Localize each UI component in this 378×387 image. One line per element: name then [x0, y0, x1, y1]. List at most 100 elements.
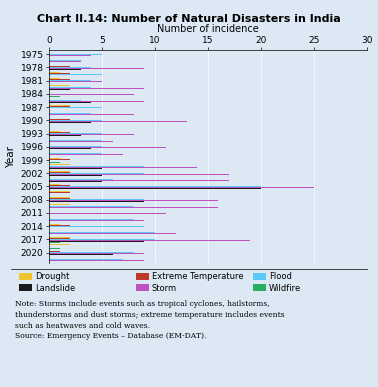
Bar — [49, 219, 134, 220]
Bar — [49, 109, 81, 110]
Text: Chart II.14: Number of Natural Disasters in India: Chart II.14: Number of Natural Disasters… — [37, 14, 341, 24]
Bar — [49, 175, 102, 176]
Bar — [49, 252, 134, 253]
Bar — [49, 121, 187, 122]
Bar — [49, 251, 60, 252]
Text: Drought: Drought — [35, 272, 69, 281]
Bar — [49, 173, 144, 174]
Text: Extreme Temperature: Extreme Temperature — [152, 272, 243, 281]
Bar — [49, 174, 229, 175]
Bar — [49, 101, 144, 102]
Text: Flood: Flood — [269, 272, 292, 281]
Bar — [49, 69, 81, 70]
Bar — [49, 197, 70, 198]
Bar — [49, 242, 60, 243]
Bar — [49, 191, 70, 192]
Bar — [49, 146, 102, 147]
Bar — [49, 85, 70, 86]
Text: Landslide: Landslide — [35, 284, 75, 293]
Bar — [49, 171, 70, 172]
Bar — [49, 207, 218, 208]
Bar — [49, 94, 134, 95]
Bar — [49, 68, 144, 69]
Bar — [49, 193, 261, 194]
Bar — [49, 225, 70, 226]
Bar — [49, 200, 218, 201]
Bar — [49, 244, 70, 245]
Text: Storm: Storm — [152, 284, 177, 293]
Bar — [49, 184, 60, 185]
Bar — [49, 172, 70, 173]
Bar — [49, 88, 144, 89]
Bar — [49, 158, 60, 159]
Text: Source: Emergency Events – Database (EM-DAT).: Source: Emergency Events – Database (EM-… — [15, 332, 206, 341]
Bar — [49, 100, 81, 101]
Bar — [49, 120, 102, 121]
Bar — [49, 167, 197, 168]
Bar — [49, 106, 70, 107]
Bar — [49, 164, 70, 165]
Bar — [49, 134, 134, 135]
Text: Note: Storms include events such as tropical cyclones, hailstorms,: Note: Storms include events such as trop… — [15, 300, 270, 308]
Bar — [49, 87, 91, 88]
Bar — [49, 237, 70, 238]
Bar — [49, 55, 91, 56]
Bar — [49, 166, 144, 167]
Bar — [49, 259, 123, 260]
Bar — [49, 240, 250, 241]
Bar — [49, 72, 60, 73]
Bar — [49, 239, 155, 240]
Bar — [49, 188, 261, 189]
Bar — [49, 147, 166, 148]
Bar — [49, 220, 144, 221]
Bar — [49, 74, 102, 75]
Bar — [49, 113, 91, 114]
Bar — [49, 81, 102, 82]
Bar — [49, 168, 102, 169]
Bar — [49, 133, 102, 134]
Bar — [49, 199, 144, 200]
Text: such as heatwaves and cold waves.: such as heatwaves and cold waves. — [15, 322, 150, 330]
Bar — [49, 180, 229, 181]
Bar — [49, 145, 60, 146]
Bar — [49, 253, 144, 254]
Bar — [49, 185, 70, 186]
Bar — [49, 60, 81, 61]
Bar — [49, 73, 70, 74]
Bar — [49, 160, 102, 161]
Bar — [49, 227, 240, 228]
Text: Wildfire: Wildfire — [269, 284, 301, 293]
Bar — [49, 119, 70, 120]
Bar — [49, 204, 70, 205]
Bar — [49, 254, 113, 255]
Bar — [49, 201, 144, 202]
Bar — [49, 122, 91, 123]
Bar — [49, 66, 70, 67]
Bar — [49, 114, 134, 115]
Bar — [49, 186, 261, 187]
Bar — [49, 148, 91, 149]
Bar — [49, 224, 60, 225]
Bar — [49, 212, 144, 213]
Bar — [49, 80, 91, 81]
Bar — [49, 105, 70, 106]
Bar — [49, 107, 102, 108]
Bar — [49, 79, 70, 80]
Bar — [49, 141, 113, 142]
Bar — [49, 187, 314, 188]
Text: thunderstorms and dust storms; extreme temperature includes events: thunderstorms and dust storms; extreme t… — [15, 311, 285, 319]
Bar — [49, 206, 134, 207]
Bar — [49, 102, 91, 103]
Bar — [49, 192, 70, 193]
Bar — [49, 233, 176, 234]
Bar — [49, 96, 60, 97]
Bar — [49, 132, 70, 133]
Y-axis label: Year: Year — [6, 146, 16, 168]
Bar — [49, 67, 91, 68]
Bar — [49, 153, 102, 154]
Bar — [49, 92, 70, 93]
Bar — [49, 135, 81, 136]
Bar — [49, 246, 155, 247]
Bar — [49, 238, 70, 239]
Bar — [49, 131, 60, 132]
